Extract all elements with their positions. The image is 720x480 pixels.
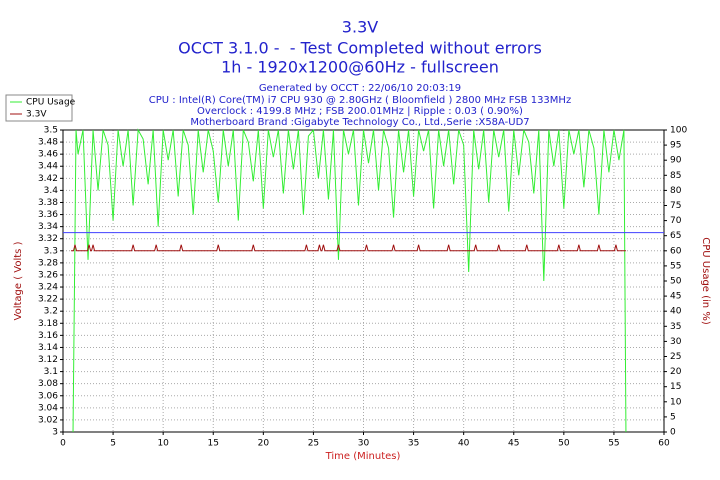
y2-tick-label: 75 xyxy=(670,201,681,211)
y-tick-label: 3.4 xyxy=(44,186,59,196)
y2-tick-label: 100 xyxy=(670,126,687,136)
x-tick-label: 5 xyxy=(110,439,116,449)
x-tick-label: 55 xyxy=(608,439,619,449)
y2-tick-label: 15 xyxy=(670,382,681,392)
x-tick-label: 20 xyxy=(258,439,270,449)
x-axis-label: Time (Minutes) xyxy=(325,451,401,462)
y2-tick-label: 35 xyxy=(670,322,681,332)
y2-tick-label: 60 xyxy=(670,246,682,256)
data-line xyxy=(72,128,627,433)
y-tick-label: 3.24 xyxy=(38,283,58,293)
y2-tick-label: 95 xyxy=(670,141,681,151)
y2-tick-label: 25 xyxy=(670,352,681,362)
y-tick-label: 3.34 xyxy=(38,222,58,232)
y2-tick-label: 10 xyxy=(670,397,682,407)
info-line: Overclock : 4199.8 MHz ; FSB 200.01MHz |… xyxy=(197,106,523,117)
x-tick-label: 60 xyxy=(658,439,670,449)
y-tick-label: 3.32 xyxy=(38,234,58,244)
info-line: Generated by OCCT : 22/06/10 20:03:19 xyxy=(259,83,461,94)
y-tick-label: 3.5 xyxy=(44,126,58,136)
y-tick-label: 3.16 xyxy=(38,331,58,341)
y-tick-label: 3.36 xyxy=(38,210,58,220)
y2-axis-label: CPU Usage (in %) xyxy=(700,237,711,325)
y2-tick-label: 90 xyxy=(670,156,682,166)
y2-tick-label: 20 xyxy=(670,367,682,377)
y-tick-label: 3.48 xyxy=(38,138,58,148)
y2-tick-label: 55 xyxy=(670,261,681,271)
chart-title: 3.3V xyxy=(342,18,378,37)
subtitle: 1h - 1920x1200@60Hz - fullscreen xyxy=(221,58,499,77)
legend-label: 3.3V xyxy=(26,110,47,120)
x-tick-label: 25 xyxy=(308,439,319,449)
x-tick-label: 15 xyxy=(208,439,219,449)
data-line xyxy=(71,244,626,252)
x-tick-label: 35 xyxy=(408,439,419,449)
y-tick-label: 3.14 xyxy=(38,343,58,353)
y-tick-label: 3.26 xyxy=(38,270,58,280)
info-line: Motherboard Brand :Gigabyte Technology C… xyxy=(190,117,529,128)
y2-tick-label: 5 xyxy=(670,412,676,422)
y2-tick-label: 30 xyxy=(670,337,682,347)
y2-tick-label: 45 xyxy=(670,292,681,302)
y-tick-label: 3.18 xyxy=(38,319,58,329)
y-tick-label: 3.08 xyxy=(38,379,58,389)
y-axis-label: Voltage ( Volts ) xyxy=(13,241,24,320)
y-tick-label: 3.38 xyxy=(38,198,58,208)
x-tick-label: 30 xyxy=(358,439,370,449)
info-line: CPU : Intel(R) Core(TM) i7 CPU 930 @ 2.8… xyxy=(149,95,571,106)
y2-tick-label: 0 xyxy=(670,428,676,438)
x-tick-label: 40 xyxy=(458,439,470,449)
x-tick-label: 45 xyxy=(508,439,519,449)
y2-tick-label: 80 xyxy=(670,186,682,196)
subtitle: OCCT 3.1.0 - - Test Completed without er… xyxy=(178,39,542,58)
y-tick-label: 3.44 xyxy=(38,162,58,172)
y-tick-label: 3.22 xyxy=(38,295,58,305)
y2-tick-label: 40 xyxy=(670,307,682,317)
y2-tick-label: 70 xyxy=(670,216,682,226)
y-tick-label: 3.42 xyxy=(38,174,58,184)
y-tick-label: 3.06 xyxy=(38,391,58,401)
y-tick-label: 3.12 xyxy=(38,355,58,365)
legend-box xyxy=(5,94,73,122)
y2-tick-label: 85 xyxy=(670,171,681,181)
x-tick-label: 10 xyxy=(157,439,169,449)
y-tick-label: 3.3 xyxy=(44,246,58,256)
y-tick-label: 3 xyxy=(52,428,58,438)
y-tick-label: 3.2 xyxy=(44,307,58,317)
y2-tick-label: 65 xyxy=(670,231,681,241)
legend-label: CPU Usage xyxy=(26,98,76,108)
y-tick-label: 3.1 xyxy=(44,367,58,377)
y-tick-label: 3.28 xyxy=(38,258,58,268)
x-tick-label: 50 xyxy=(558,439,570,449)
legend: CPU Usage 3.3V xyxy=(5,94,76,122)
y-tick-label: 3.02 xyxy=(38,415,58,425)
y-tick-label: 3.46 xyxy=(38,150,58,160)
y2-tick-label: 50 xyxy=(670,277,682,287)
x-tick-label: 0 xyxy=(60,439,66,449)
y-tick-label: 3.04 xyxy=(38,403,58,413)
